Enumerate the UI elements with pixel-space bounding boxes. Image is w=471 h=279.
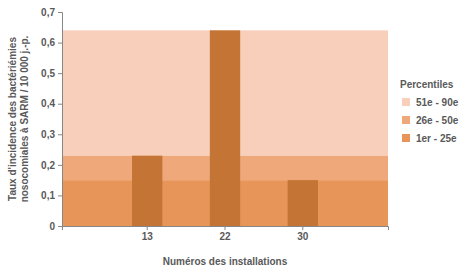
- y-tick-label: 0,6: [41, 37, 55, 48]
- y-tick-mark: [58, 12, 62, 13]
- plot: 0 0,1 0,2 0,3 0,4 0,5 0,6 0,7 13 22 30: [41, 7, 388, 242]
- legend-swatch: [402, 116, 410, 124]
- y-axis-title-line: nosocomiales à SARM / 10 000 j.-p.: [19, 35, 30, 202]
- y-tick-label: 0,4: [41, 98, 55, 109]
- x-tick-mark: [147, 226, 148, 230]
- chart-container: 0 0,1 0,2 0,3 0,4 0,5 0,6 0,7 13 22 30 Numéros des …: [0, 0, 471, 279]
- legend: Percentiles 51e - 90e 26e - 50e 1er - 25e: [400, 79, 459, 144]
- x-axis: 13 22 30: [63, 226, 389, 242]
- x-tick: 30: [297, 226, 309, 242]
- legend-label: 1er - 25e: [416, 133, 457, 144]
- y-tick-label: 0,5: [41, 68, 55, 79]
- x-axis-title: Numéros des installations: [163, 256, 288, 267]
- x-tick-mark: [302, 226, 303, 230]
- y-tick-mark: [58, 73, 62, 74]
- legend-swatch: [402, 98, 410, 106]
- y-tick-mark: [58, 104, 62, 105]
- y-tick: 0,5: [41, 68, 62, 79]
- legend-label: 51e - 90e: [416, 97, 459, 108]
- y-tick-mark: [58, 165, 62, 166]
- x-tick-label: 13: [142, 231, 154, 242]
- y-axis-title: Taux d'incidence des bactériémiesnosocom…: [7, 35, 30, 202]
- x-tick-label: 22: [219, 231, 231, 242]
- y-tick: 0,6: [41, 37, 62, 48]
- y-axis: 0 0,1 0,2 0,3 0,4 0,5 0,6 0,7: [41, 7, 62, 232]
- x-axis-line: [63, 227, 389, 231]
- y-tick: 0,7: [41, 7, 62, 18]
- y-axis-title-line: Taux d'incidence des bactériémies: [7, 37, 18, 201]
- y-tick-label: 0,1: [41, 190, 55, 201]
- x-tick: 22: [219, 226, 231, 242]
- y-tick-label: 0,3: [41, 129, 55, 140]
- x-tick-label: 30: [297, 231, 309, 242]
- legend-title: Percentiles: [400, 79, 454, 90]
- y-tick-mark: [58, 226, 62, 227]
- y-tick-mark: [58, 134, 62, 135]
- y-tick: 0,2: [41, 160, 62, 171]
- y-tick-mark: [58, 195, 62, 196]
- x-tick: 13: [142, 226, 154, 242]
- y-tick-label: 0: [49, 221, 55, 232]
- y-tick: 0,1: [41, 190, 62, 201]
- bar: [210, 30, 240, 226]
- y-tick-label: 0,2: [41, 160, 55, 171]
- legend-swatch: [402, 134, 410, 142]
- y-tick: 0,3: [41, 129, 62, 140]
- y-tick: 0,4: [41, 98, 62, 109]
- bar: [132, 156, 162, 226]
- y-axis-line: [58, 13, 63, 227]
- marks: [62, 30, 388, 226]
- y-tick-mark: [58, 43, 62, 44]
- x-tick-mark: [225, 226, 226, 230]
- chart-svg: 0 0,1 0,2 0,3 0,4 0,5 0,6 0,7 13 22 30 Numéros des …: [0, 0, 471, 279]
- bar: [288, 180, 318, 226]
- y-tick-label: 0,7: [41, 7, 55, 18]
- y-tick: 0: [49, 221, 62, 232]
- legend-label: 26e - 50e: [416, 115, 459, 126]
